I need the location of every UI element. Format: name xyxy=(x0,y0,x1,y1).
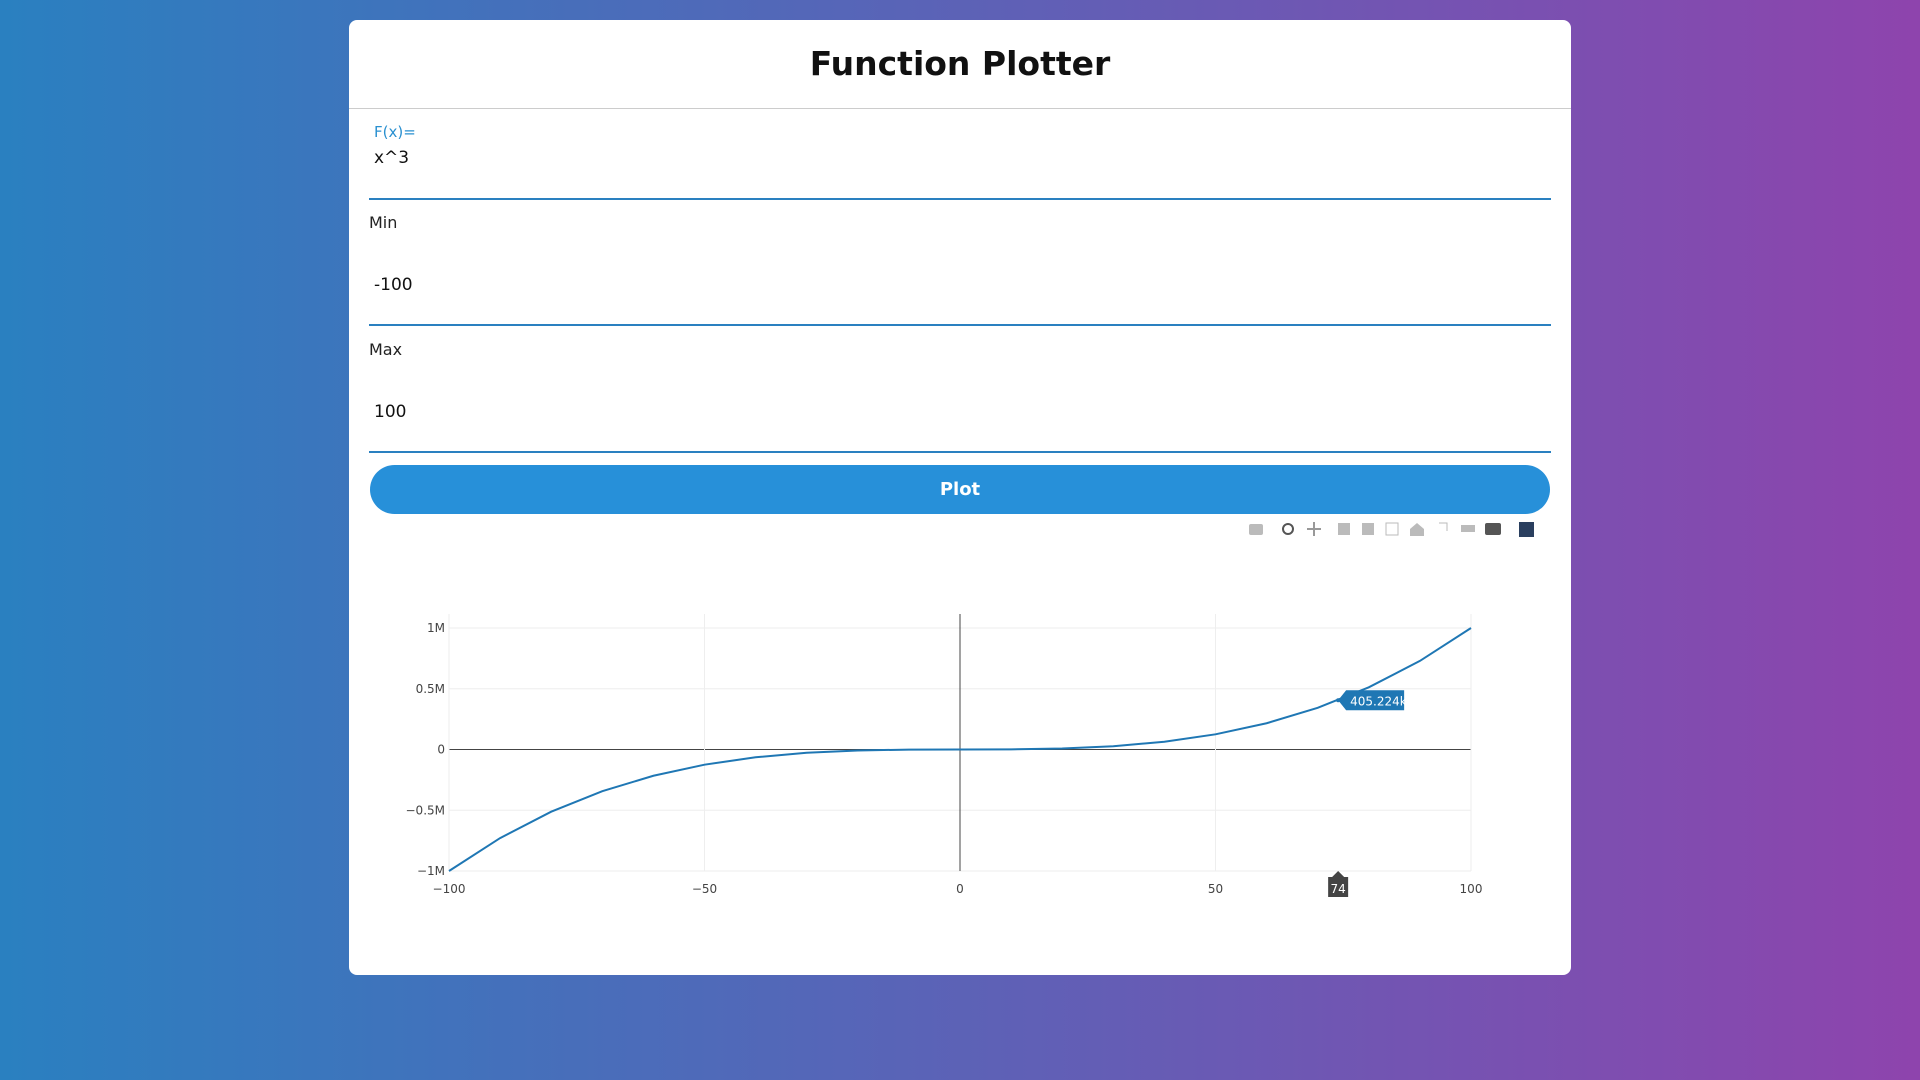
function-value: x^3 xyxy=(374,148,410,168)
min-value: -100 xyxy=(374,275,413,295)
toolbar xyxy=(1249,522,1534,537)
plot-button[interactable]: Plot xyxy=(370,465,1550,514)
max-label: Max xyxy=(369,340,403,359)
title: Function Plotter xyxy=(809,44,1111,83)
zoom-out-icon[interactable] xyxy=(1362,523,1374,535)
reset-icon[interactable] xyxy=(1410,523,1424,536)
zoom-in-icon[interactable] xyxy=(1338,523,1350,535)
autoscale-icon[interactable] xyxy=(1385,522,1399,536)
zoom-icon[interactable] xyxy=(1282,523,1294,535)
camera-icon[interactable] xyxy=(1249,524,1263,535)
max-field[interactable] xyxy=(369,376,1551,453)
plotly-logo[interactable] xyxy=(1519,522,1534,537)
divider xyxy=(349,108,1571,109)
pan-icon[interactable] xyxy=(1307,522,1321,536)
min-field[interactable] xyxy=(369,250,1551,326)
card: Function Plotter F(x)= x^3 Min -100 Max … xyxy=(349,20,1571,975)
min-label: Min xyxy=(369,213,398,232)
function-field[interactable] xyxy=(369,127,1551,200)
spike-icon[interactable] xyxy=(1439,522,1448,531)
hover-compare-icon[interactable] xyxy=(1485,523,1501,535)
hover-closest-icon[interactable] xyxy=(1461,525,1475,532)
max-value: 100 xyxy=(374,402,407,422)
function-label: F(x)= xyxy=(374,123,416,141)
